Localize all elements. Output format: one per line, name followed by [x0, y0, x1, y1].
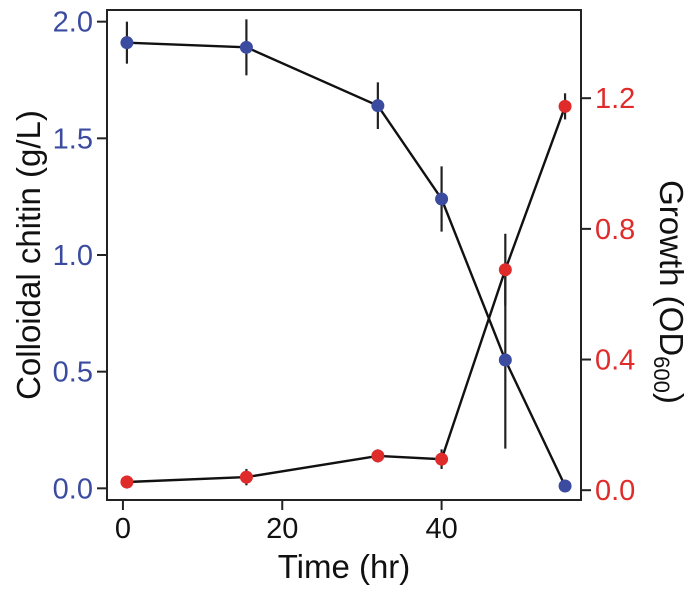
y-right-title-main: Growth (OD	[653, 180, 690, 356]
y-left-tick-label: 1.5	[53, 123, 93, 155]
series-line-right	[126, 105, 567, 484]
y-left-tick-label: 2.0	[53, 7, 93, 39]
y-left-tick-label: 1.0	[53, 240, 93, 272]
data-point-right	[120, 475, 134, 489]
y-right-tick-label: 0.0	[595, 475, 635, 507]
x-tick-label: 0	[115, 513, 131, 545]
y-left-axis-title: Colloidal chitin (g/L)	[10, 110, 47, 400]
data-point-left	[558, 479, 572, 493]
data-point-left	[371, 99, 385, 113]
y-right-tick-label: 1.2	[595, 83, 635, 115]
data-point-left	[239, 40, 253, 54]
y-right-title-close: )	[653, 393, 690, 404]
data-point-left	[498, 353, 512, 367]
data-point-right	[498, 263, 512, 277]
y-left-tick-label: 0.5	[53, 357, 93, 389]
y-right-tick-label: 0.8	[595, 214, 635, 246]
y-right-axis-title: Growth (OD600)	[649, 180, 690, 404]
data-point-right	[435, 452, 449, 466]
data-point-left	[120, 36, 134, 50]
x-tick-label: 40	[425, 513, 457, 545]
y-right-tick-label: 0.4	[595, 345, 635, 377]
data-point-right	[371, 449, 385, 463]
x-axis-title: Time (hr)	[278, 548, 411, 585]
data-point-right	[239, 470, 253, 484]
x-tick-label: 20	[266, 513, 298, 545]
data-point-left	[435, 192, 449, 206]
series-line-left	[126, 41, 567, 487]
y-right-title-subscript: 600	[649, 356, 674, 393]
data-point-right	[558, 99, 572, 113]
y-left-tick-label: 0.0	[53, 473, 93, 505]
